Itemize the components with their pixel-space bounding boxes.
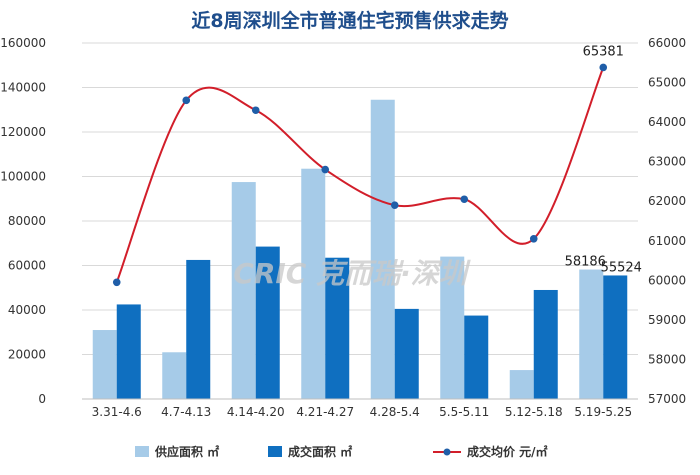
- x-tick-label: 4.28-5.4: [370, 405, 420, 419]
- legend-label: 成交面积 ㎡: [288, 444, 352, 459]
- y-left-tick-label: 140000: [0, 81, 46, 95]
- legend-label: 成交均价 元/㎡: [467, 444, 548, 459]
- legend: 供应面积 ㎡ 成交面积 ㎡ 成交均价 元/㎡: [135, 444, 548, 459]
- y-left-tick-label: 160000: [0, 36, 46, 50]
- y-right-tick-label: 62000: [648, 194, 686, 208]
- y-right-tick-label: 57000: [648, 392, 686, 406]
- supply-bar: [301, 168, 326, 399]
- data-label: 65381: [583, 44, 624, 59]
- supply-bar: [92, 330, 117, 399]
- price-line: [112, 63, 608, 287]
- supply-bar: [509, 370, 534, 399]
- y-right-tick-label: 59000: [648, 313, 686, 327]
- y-right-tick-label: 63000: [648, 155, 686, 169]
- price-point: [112, 278, 121, 287]
- legend-label: 供应面积 ㎡: [154, 444, 219, 459]
- price-point: [599, 63, 608, 72]
- y-left-tick-label: 120000: [0, 125, 46, 139]
- y-left-tick-label: 40000: [8, 303, 46, 317]
- deal-bar: [186, 259, 211, 399]
- data-label: 58186: [565, 255, 606, 270]
- x-tick-label: 5.12-5.18: [505, 405, 563, 419]
- x-tick-label: 4.14-4.20: [227, 405, 285, 419]
- y-right-tick-label: 58000: [648, 352, 686, 366]
- x-tick-label: 4.21-4.27: [296, 405, 354, 419]
- legend-marker: [443, 448, 451, 456]
- deal-bar: [255, 246, 280, 399]
- y-left-tick-label: 20000: [8, 348, 46, 362]
- x-tick-label: 4.7-4.13: [161, 405, 211, 419]
- grid: [82, 42, 638, 355]
- y-left-tick-label: 100000: [0, 170, 46, 184]
- deal-bar: [325, 257, 350, 399]
- price-point: [321, 165, 330, 174]
- x-tick-label: 5.19-5.25: [574, 405, 632, 419]
- y-left-tick-label: 80000: [8, 214, 46, 228]
- supply-bar: [162, 352, 187, 399]
- y-left-tick-label: 60000: [8, 259, 46, 273]
- axes: 0 20000 40000 60000 80000 100000 120000 140000 1…: [0, 36, 686, 419]
- deal-bar: [603, 275, 628, 399]
- price-point: [460, 195, 469, 204]
- y-right-tick-label: 66000: [648, 36, 686, 50]
- y-right-tick-label: 64000: [648, 115, 686, 129]
- deal-bar: [116, 304, 141, 399]
- data-label: 55524: [601, 260, 642, 275]
- deal-bar: [533, 289, 558, 399]
- supply-bar: [370, 99, 395, 400]
- y-right-tick-label: 60000: [648, 273, 686, 287]
- deal-bar: [464, 315, 489, 399]
- legend-swatch-supply: [135, 446, 149, 457]
- deal-bar: [394, 308, 419, 399]
- y-right-tick-label: 61000: [648, 234, 686, 248]
- y-left-tick-label: 0: [38, 392, 46, 406]
- price-point: [390, 201, 399, 209]
- supply-bar: [440, 256, 465, 399]
- y-right-tick-label: 65000: [648, 76, 686, 90]
- legend-swatch-deal: [268, 446, 282, 457]
- price-point: [182, 96, 191, 105]
- watermark-text: CRIC 克而瑞·深圳: [233, 257, 470, 290]
- supply-bar: [231, 182, 256, 399]
- watermark: CRIC 克而瑞·深圳: [233, 257, 470, 290]
- x-tick-label: 3.31-4.6: [92, 405, 142, 419]
- bars: [92, 99, 628, 400]
- price-point: [529, 235, 538, 243]
- price-point: [251, 106, 260, 115]
- x-tick-label: 5.5-5.11: [439, 405, 489, 419]
- chart-title: 近8周深圳全市普通住宅预售供求走势: [191, 9, 508, 32]
- supply-bar: [579, 269, 604, 399]
